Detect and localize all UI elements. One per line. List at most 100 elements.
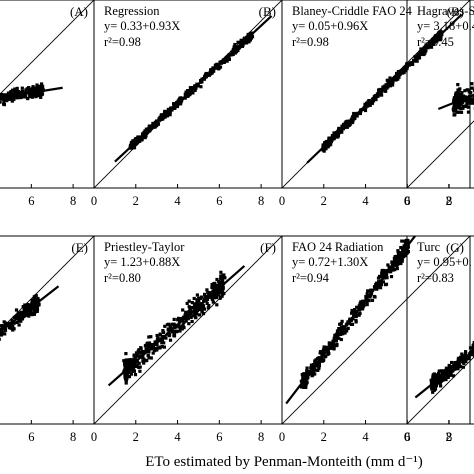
x-tick-label: 4 <box>362 430 369 444</box>
data-point <box>28 311 32 315</box>
data-point <box>395 72 399 76</box>
data-point <box>172 322 176 326</box>
data-point <box>124 352 128 356</box>
plot-frame <box>406 0 474 189</box>
data-point <box>316 368 320 372</box>
data-point <box>332 131 336 135</box>
data-point <box>11 88 15 92</box>
data-point <box>323 347 327 351</box>
data-point <box>340 319 344 323</box>
panel-letter: (G) <box>446 240 464 255</box>
data-point <box>200 310 204 314</box>
data-point <box>195 301 199 306</box>
data-point <box>459 100 463 104</box>
data-point <box>353 308 357 312</box>
data-point <box>462 99 466 103</box>
data-point <box>190 301 194 305</box>
x-tick-labels: 6 8 0 2 4 6 8 0 2 4 6 8 0 2 6 8 0 2 4 6 8 0 2 4 6 8 0 2 <box>28 194 452 444</box>
data-point <box>457 97 461 101</box>
data-point <box>19 312 23 316</box>
data-point <box>304 385 308 389</box>
regression-line <box>437 93 474 111</box>
equation-label: y= 1.23+0.88X <box>104 255 180 269</box>
x-axis-label: ETo estimated by Penman-Monteith (mm d⁻¹… <box>145 454 423 470</box>
data-point <box>393 78 397 82</box>
data-point <box>143 136 147 140</box>
x-tick-label: 2 <box>446 194 452 208</box>
data-point <box>457 106 461 110</box>
data-point <box>0 100 2 104</box>
panel-letter: (A) <box>70 4 88 19</box>
data-point <box>215 277 219 282</box>
data-point <box>123 363 127 367</box>
data-point <box>439 36 443 40</box>
data-point <box>446 367 450 372</box>
data-point <box>319 359 323 363</box>
scatter-panel: 17X(A) <box>0 0 95 189</box>
data-point <box>168 324 172 328</box>
data-point <box>158 333 162 337</box>
plot-frame <box>281 235 471 425</box>
data-point <box>32 309 37 313</box>
data-point <box>388 265 392 269</box>
data-point <box>303 381 307 385</box>
data-point <box>225 59 229 63</box>
data-point <box>178 318 182 322</box>
data-point <box>3 332 7 336</box>
data-point <box>455 110 459 114</box>
data-point <box>456 357 460 361</box>
data-point <box>20 89 25 93</box>
data-point <box>147 335 151 339</box>
equation-label: y= 3.18+0.4 <box>417 19 474 33</box>
data-point <box>354 313 358 317</box>
data-point <box>215 303 219 307</box>
data-point <box>380 93 384 97</box>
x-tick-label: 4 <box>174 194 181 208</box>
data-point <box>377 90 381 94</box>
data-point <box>172 334 177 338</box>
data-point <box>36 92 40 96</box>
data-point <box>461 354 465 358</box>
plot-frame <box>406 235 474 425</box>
data-point <box>31 300 35 304</box>
data-point <box>183 96 187 100</box>
data-point <box>468 346 473 350</box>
data-point <box>400 255 404 259</box>
data-point <box>221 287 225 291</box>
data-point <box>39 95 43 99</box>
data-point <box>32 295 36 299</box>
data-point <box>187 310 191 314</box>
data-point <box>175 104 179 109</box>
data-point <box>181 324 185 328</box>
data-point <box>163 324 167 328</box>
data-point <box>195 308 199 313</box>
data-point <box>397 75 401 79</box>
data-point <box>470 99 474 103</box>
data-point <box>177 325 181 329</box>
data-point <box>325 139 329 144</box>
data-point <box>144 129 148 133</box>
data-point <box>28 305 32 309</box>
data-point <box>345 119 349 124</box>
data-point <box>192 305 196 309</box>
data-point <box>167 322 171 326</box>
data-point <box>391 80 395 84</box>
data-point <box>462 359 466 363</box>
data-point <box>455 96 459 101</box>
data-point <box>144 343 148 347</box>
data-point <box>184 310 188 314</box>
data-point <box>378 274 382 278</box>
data-point <box>437 371 441 375</box>
data-point <box>402 255 406 259</box>
data-point <box>132 357 136 361</box>
data-point <box>300 383 304 387</box>
data-point <box>144 134 148 138</box>
data-point <box>304 379 308 383</box>
data-point <box>123 375 127 379</box>
data-point <box>355 305 359 309</box>
data-point <box>367 99 371 103</box>
data-point <box>439 384 443 388</box>
data-point <box>133 356 138 360</box>
